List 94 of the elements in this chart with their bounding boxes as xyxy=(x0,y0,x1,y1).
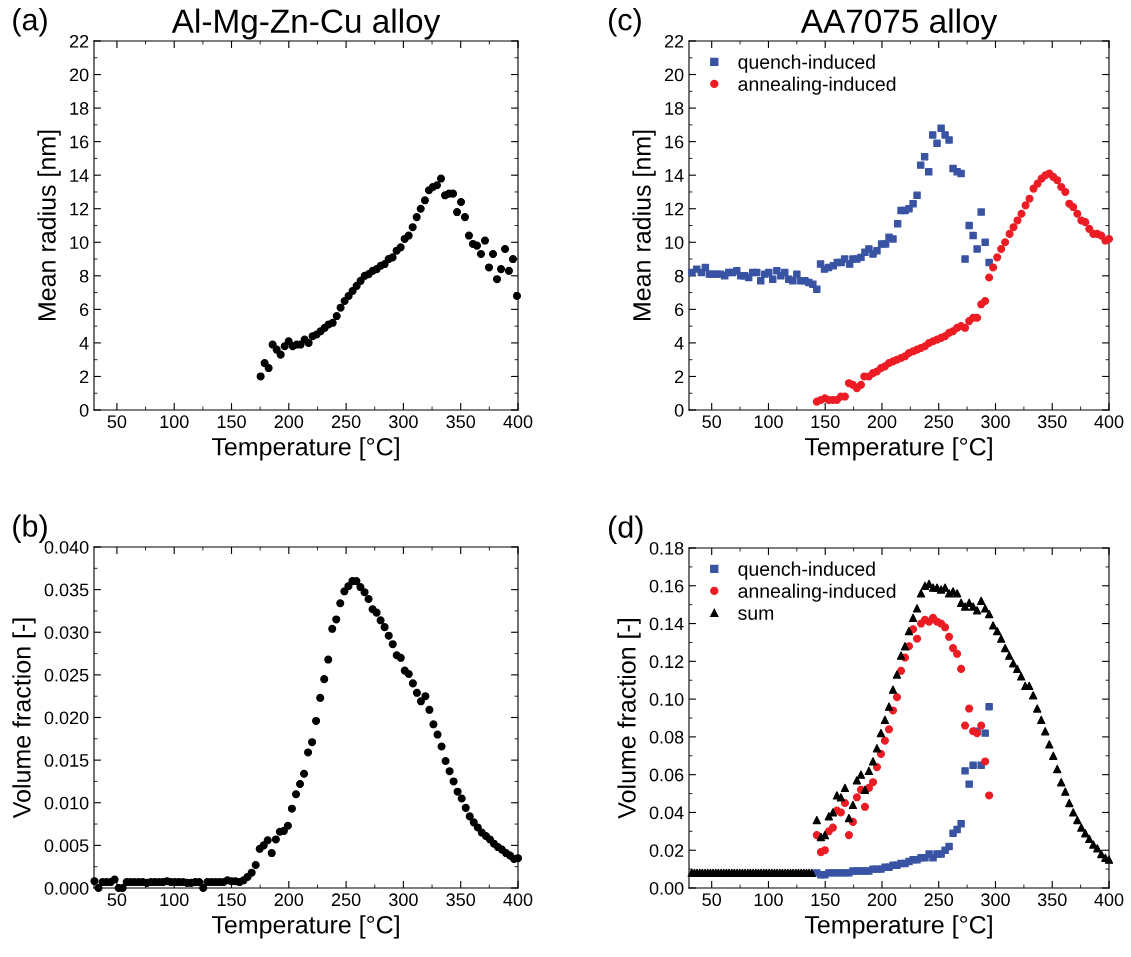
x-tick-label: 100 xyxy=(754,415,783,429)
y-tick-label: 16 xyxy=(70,135,89,149)
y-tick-label: 22 xyxy=(69,34,89,48)
y-tick-label: 20 xyxy=(69,68,89,82)
x-tick-label: 400 xyxy=(503,415,533,429)
x-tick-label: 300 xyxy=(389,893,418,907)
text: (a) xyxy=(13,8,47,37)
y-tick-label: 10 xyxy=(665,236,684,249)
y-tick-label: 2 xyxy=(80,370,89,383)
y-tick-label: 6 xyxy=(80,303,89,317)
x-tick-label: 250 xyxy=(924,893,954,907)
legend-label: annealing-induced xyxy=(738,76,896,95)
y-tick-label: 0.02 xyxy=(649,844,684,857)
y-tick-label: 0.00 xyxy=(649,881,684,895)
y-tick-label: 0.040 xyxy=(44,540,89,554)
legend-label: quench-induced xyxy=(738,54,875,73)
text: (c) xyxy=(609,8,641,37)
y-tick-label: 4 xyxy=(674,337,684,350)
x-tick-label: 300 xyxy=(981,415,1010,429)
x-tick-label: 300 xyxy=(981,893,1010,907)
y-tick-label: 0.000 xyxy=(44,881,89,895)
y-axis-title: Mean radius [nm] xyxy=(37,130,61,321)
x-tick-label: 150 xyxy=(217,415,246,429)
y-tick-label: 18 xyxy=(70,102,89,115)
x-tick-label: 400 xyxy=(1094,415,1124,429)
y-tick-label: 0.06 xyxy=(649,768,684,782)
x-tick-label: 300 xyxy=(389,415,418,429)
x-tick-label: 100 xyxy=(754,893,783,907)
y-tick-label: 12 xyxy=(70,202,89,216)
x-axis-title: Temperature [°C] xyxy=(804,437,992,461)
y-tick-label: 0.14 xyxy=(649,617,684,631)
y-tick-label: 4 xyxy=(79,337,89,350)
y-axis-title: Mean radius [nm] xyxy=(632,130,656,321)
x-tick-label: 100 xyxy=(160,415,189,429)
x-tick-label: 50 xyxy=(107,893,127,907)
y-tick-label: 18 xyxy=(665,102,684,115)
x-tick-label: 350 xyxy=(1037,415,1067,429)
chart-title: AA7075 alloy xyxy=(800,8,998,40)
y-tick-label: 22 xyxy=(664,34,684,48)
x-tick-label: 250 xyxy=(924,415,954,429)
x-axis-title: Temperature [°C] xyxy=(211,437,399,461)
x-tick-label: 150 xyxy=(811,415,840,429)
y-tick-label: 0.16 xyxy=(649,579,684,593)
x-tick-label: 150 xyxy=(217,893,246,907)
y-tick-label: 0.12 xyxy=(649,655,684,669)
y-tick-label: 10 xyxy=(70,236,89,249)
y-tick-label: 0.020 xyxy=(44,711,89,725)
y-tick-label: 16 xyxy=(665,135,684,149)
legend-label: sum xyxy=(738,609,774,620)
y-tick-label: 0 xyxy=(79,403,89,417)
y-tick-label: 0.025 xyxy=(44,668,89,682)
y-tick-label: 8 xyxy=(79,269,89,283)
chart-title: Al-Mg-Zn-Cu alloy xyxy=(171,8,441,40)
x-axis-title: Temperature [°C] xyxy=(211,915,399,939)
y-tick-label: 8 xyxy=(674,269,684,283)
x-tick-label: 50 xyxy=(702,415,722,429)
x-tick-label: 150 xyxy=(811,893,840,907)
y-tick-label: 0.035 xyxy=(44,583,89,597)
x-tick-label: 350 xyxy=(446,415,476,429)
x-tick-label: 400 xyxy=(1094,893,1124,907)
y-tick-label: 0.10 xyxy=(649,693,684,706)
x-tick-label: 250 xyxy=(331,415,361,429)
x-tick-label: 250 xyxy=(331,893,361,907)
y-axis-title: Volume fraction [-] xyxy=(617,619,641,819)
text: (d) xyxy=(609,515,643,544)
y-tick-label: 0.04 xyxy=(649,806,684,820)
x-tick-label: 200 xyxy=(867,893,897,907)
x-tick-label: 200 xyxy=(274,415,304,429)
y-tick-label: 0.08 xyxy=(649,730,684,744)
x-tick-label: 200 xyxy=(274,893,304,907)
y-axis-title: Volume fraction [-] xyxy=(12,618,36,819)
x-tick-label: 50 xyxy=(702,893,722,907)
x-tick-label: 100 xyxy=(160,893,189,907)
y-tick-label: 20 xyxy=(664,68,684,82)
x-axis-title: Temperature [°C] xyxy=(804,915,992,939)
x-tick-label: 350 xyxy=(446,893,476,907)
y-tick-label: 0.005 xyxy=(44,839,89,853)
x-tick-label: 350 xyxy=(1037,893,1067,907)
x-tick-label: 200 xyxy=(867,415,897,429)
x-tick-label: 400 xyxy=(503,893,533,907)
text: (b) xyxy=(13,514,47,543)
y-tick-label: 14 xyxy=(70,169,89,182)
y-tick-label: 2 xyxy=(675,370,684,383)
y-tick-label: 6 xyxy=(675,303,684,317)
y-tick-label: 12 xyxy=(665,202,684,216)
y-tick-label: 0.015 xyxy=(44,754,89,767)
y-tick-label: 0.18 xyxy=(649,541,684,555)
y-tick-label: 0.030 xyxy=(44,626,89,639)
legend-label: annealing-induced xyxy=(738,583,896,602)
y-tick-label: 0.010 xyxy=(44,796,89,810)
y-tick-label: 14 xyxy=(665,169,684,182)
y-tick-label: 0 xyxy=(674,403,684,417)
legend-label: quench-induced xyxy=(738,561,875,580)
x-tick-label: 50 xyxy=(107,415,127,429)
